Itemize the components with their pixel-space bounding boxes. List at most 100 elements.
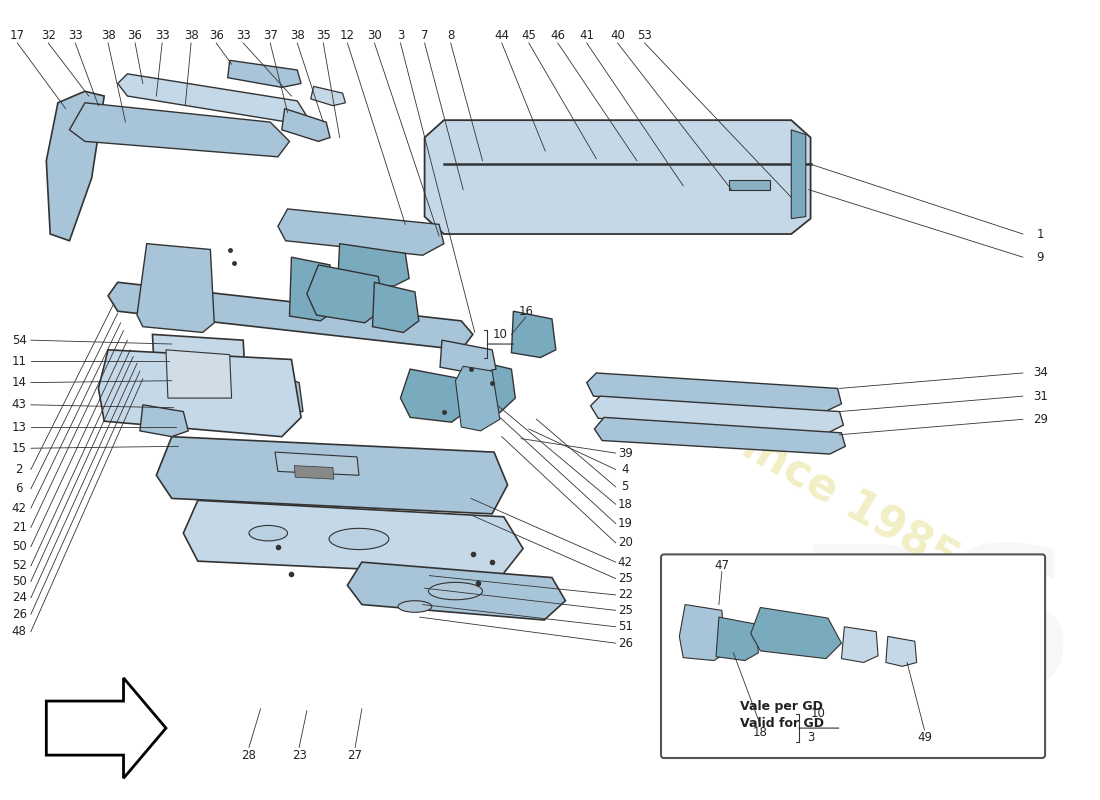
- Text: 54: 54: [12, 334, 26, 346]
- Polygon shape: [98, 350, 301, 437]
- Ellipse shape: [398, 601, 432, 612]
- Polygon shape: [440, 340, 496, 374]
- Text: 26: 26: [618, 637, 632, 650]
- Polygon shape: [400, 369, 471, 422]
- Text: 12: 12: [340, 29, 355, 42]
- Text: 48: 48: [12, 625, 26, 638]
- Polygon shape: [469, 359, 515, 413]
- Text: 24: 24: [12, 591, 26, 604]
- FancyBboxPatch shape: [661, 554, 1045, 758]
- Text: 10: 10: [493, 328, 507, 341]
- Text: 33: 33: [68, 29, 82, 42]
- Text: 18: 18: [754, 726, 768, 739]
- Text: 37: 37: [263, 29, 277, 42]
- Text: 16: 16: [518, 305, 534, 318]
- Polygon shape: [373, 282, 419, 333]
- Text: 31: 31: [1033, 390, 1047, 402]
- Text: 34: 34: [1033, 366, 1047, 379]
- Polygon shape: [886, 637, 916, 666]
- Polygon shape: [842, 626, 878, 662]
- Polygon shape: [594, 418, 845, 454]
- Text: 39: 39: [618, 446, 632, 459]
- Polygon shape: [728, 180, 770, 190]
- Polygon shape: [46, 91, 104, 241]
- Text: 51: 51: [618, 620, 632, 634]
- Text: 36: 36: [128, 29, 143, 42]
- Text: 28: 28: [242, 749, 256, 762]
- Text: 38: 38: [184, 29, 198, 42]
- Text: 30: 30: [367, 29, 382, 42]
- Text: 29: 29: [1033, 413, 1047, 426]
- Text: 33: 33: [235, 29, 251, 42]
- Polygon shape: [153, 334, 248, 411]
- Polygon shape: [253, 369, 302, 411]
- Text: 40: 40: [610, 29, 625, 42]
- Polygon shape: [278, 209, 444, 255]
- Text: 14: 14: [12, 376, 26, 389]
- Text: 46: 46: [550, 29, 565, 42]
- Text: 3: 3: [397, 29, 404, 42]
- Text: 49: 49: [917, 731, 932, 744]
- Polygon shape: [282, 109, 330, 142]
- Text: 4: 4: [621, 463, 629, 476]
- Text: 9: 9: [1036, 250, 1044, 264]
- Text: PS: PS: [794, 538, 1077, 726]
- Text: 22: 22: [618, 589, 632, 602]
- Text: 18: 18: [618, 498, 632, 510]
- Text: 26: 26: [12, 608, 26, 621]
- Text: a division of: a division of: [650, 377, 798, 462]
- Text: 21: 21: [12, 521, 26, 534]
- Polygon shape: [455, 366, 499, 431]
- Polygon shape: [140, 405, 188, 437]
- Text: 3: 3: [807, 731, 814, 744]
- Polygon shape: [295, 466, 334, 479]
- Polygon shape: [138, 244, 214, 333]
- Polygon shape: [512, 311, 556, 358]
- Polygon shape: [425, 120, 811, 234]
- Polygon shape: [275, 452, 359, 475]
- Polygon shape: [586, 373, 842, 411]
- Polygon shape: [46, 678, 166, 778]
- Text: 50: 50: [12, 540, 26, 553]
- Text: 1: 1: [1036, 227, 1044, 241]
- Text: 38: 38: [289, 29, 305, 42]
- Polygon shape: [307, 265, 384, 323]
- Polygon shape: [716, 617, 759, 661]
- Polygon shape: [338, 244, 409, 286]
- Text: 52: 52: [12, 559, 26, 573]
- Text: 5: 5: [621, 480, 629, 494]
- Text: since 1985: since 1985: [712, 410, 967, 582]
- Text: 19: 19: [618, 517, 632, 530]
- Text: 53: 53: [637, 29, 652, 42]
- Text: 38: 38: [101, 29, 116, 42]
- Polygon shape: [228, 60, 301, 87]
- Text: 33: 33: [155, 29, 169, 42]
- Text: 25: 25: [618, 572, 632, 585]
- Ellipse shape: [249, 526, 287, 541]
- Text: 42: 42: [12, 502, 26, 514]
- Text: 8: 8: [447, 29, 454, 42]
- Text: 10: 10: [811, 707, 826, 720]
- Polygon shape: [156, 437, 507, 514]
- Ellipse shape: [428, 582, 483, 600]
- Text: 15: 15: [12, 442, 26, 454]
- Text: 20: 20: [618, 536, 632, 550]
- Text: Valid for GD: Valid for GD: [739, 717, 824, 730]
- Text: 6: 6: [15, 482, 23, 495]
- Text: 42: 42: [618, 556, 632, 569]
- Text: 25: 25: [618, 604, 632, 617]
- Polygon shape: [108, 282, 473, 350]
- Text: Vale per GD: Vale per GD: [740, 700, 823, 714]
- Polygon shape: [310, 86, 345, 106]
- Text: 41: 41: [580, 29, 594, 42]
- Polygon shape: [118, 74, 307, 122]
- Text: 23: 23: [292, 749, 307, 762]
- Text: 36: 36: [209, 29, 223, 42]
- Text: 27: 27: [348, 749, 363, 762]
- Polygon shape: [680, 605, 726, 661]
- Text: 13: 13: [12, 421, 26, 434]
- Polygon shape: [348, 562, 565, 620]
- Polygon shape: [591, 396, 844, 433]
- Text: 44: 44: [494, 29, 509, 42]
- Text: 45: 45: [521, 29, 536, 42]
